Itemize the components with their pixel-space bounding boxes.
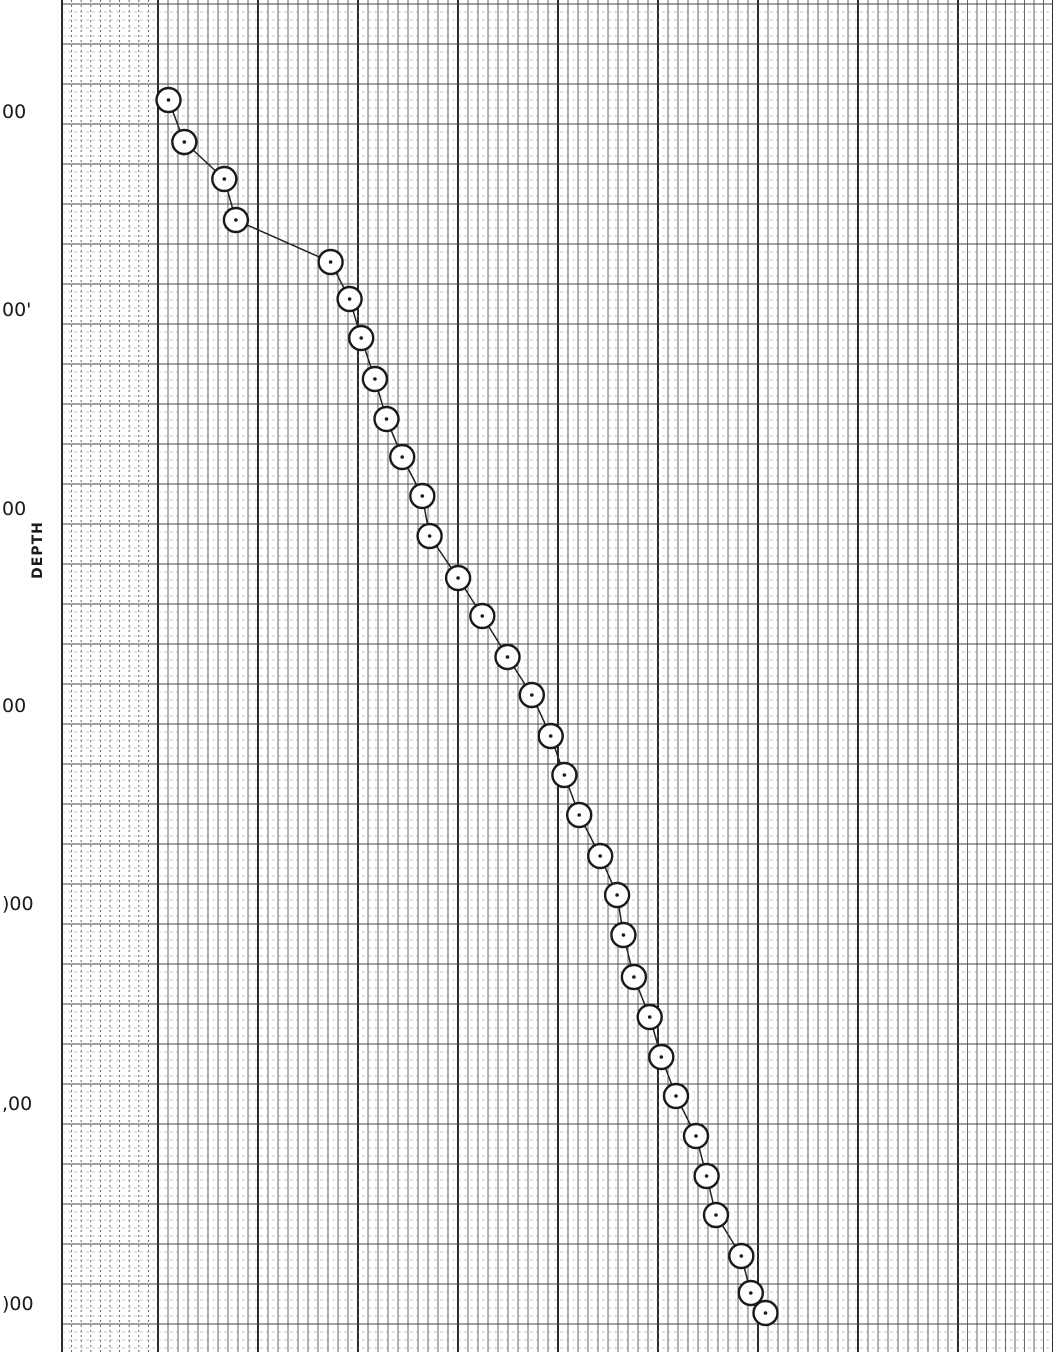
data-point bbox=[336, 285, 363, 313]
data-point-center bbox=[373, 377, 377, 381]
data-point bbox=[603, 881, 631, 909]
data-point-center bbox=[621, 933, 626, 937]
data-point-center bbox=[222, 177, 227, 181]
data-point-center bbox=[763, 1311, 768, 1315]
data-point-center bbox=[704, 1174, 709, 1178]
data-point bbox=[551, 761, 578, 789]
y-tick-label: 00 bbox=[2, 498, 26, 520]
y-tick-label: 00 bbox=[2, 101, 26, 123]
data-point-center bbox=[427, 534, 432, 538]
y-tick-label: 00 bbox=[2, 695, 26, 717]
data-point bbox=[348, 324, 375, 352]
data-point-center bbox=[166, 98, 171, 102]
data-point-center bbox=[530, 693, 534, 697]
data-point-center bbox=[674, 1094, 678, 1098]
data-point bbox=[373, 405, 400, 433]
data-point bbox=[416, 522, 443, 550]
data-point-center bbox=[384, 417, 389, 421]
data-point bbox=[155, 86, 182, 114]
data-point-center bbox=[749, 1291, 753, 1295]
data-point bbox=[469, 602, 496, 630]
data-point bbox=[317, 248, 344, 276]
data-point-center bbox=[739, 1254, 744, 1258]
data-point bbox=[361, 365, 389, 393]
data-point-center bbox=[234, 218, 238, 222]
data-point-center bbox=[359, 336, 364, 340]
data-point-center bbox=[598, 854, 602, 858]
data-points bbox=[155, 86, 779, 1327]
data-point bbox=[587, 842, 614, 870]
data-point bbox=[620, 963, 648, 991]
data-point-center bbox=[420, 494, 425, 498]
data-point bbox=[662, 1082, 690, 1110]
data-point-center bbox=[562, 773, 567, 777]
data-point bbox=[494, 643, 521, 671]
data-point bbox=[682, 1122, 710, 1150]
data-point bbox=[444, 564, 472, 592]
y-axis-label: DEPTH bbox=[30, 521, 46, 579]
data-point bbox=[610, 921, 637, 949]
data-point bbox=[409, 482, 436, 510]
data-point-center bbox=[632, 975, 636, 979]
data-point-center bbox=[577, 813, 581, 817]
y-tick-labels: 00 00' 00 00 )00 ,00 )00 bbox=[2, 101, 34, 1315]
data-point-center bbox=[480, 614, 485, 618]
data-point-center bbox=[400, 455, 405, 459]
data-point bbox=[728, 1242, 755, 1270]
y-tick-label: )00 bbox=[2, 1293, 34, 1315]
data-point bbox=[518, 681, 545, 709]
y-tick-label: )00 bbox=[2, 893, 34, 915]
data-point bbox=[222, 206, 250, 234]
data-point bbox=[566, 801, 593, 829]
data-point-center bbox=[182, 140, 187, 144]
data-point-center bbox=[505, 655, 510, 659]
data-point bbox=[389, 443, 416, 471]
data-point-center bbox=[615, 893, 619, 897]
y-tick-label: ,00 bbox=[2, 1093, 32, 1115]
y-tick-label: 00' bbox=[2, 299, 31, 321]
data-point-center bbox=[328, 260, 333, 264]
data-point-center bbox=[647, 1015, 652, 1019]
data-point-center bbox=[347, 297, 352, 301]
data-point bbox=[636, 1003, 663, 1031]
data-point bbox=[171, 128, 198, 156]
data-point-center bbox=[548, 734, 553, 738]
data-point bbox=[737, 1279, 764, 1307]
data-point bbox=[693, 1162, 720, 1190]
data-point-center bbox=[659, 1055, 664, 1059]
data-point bbox=[752, 1299, 779, 1327]
data-point bbox=[537, 722, 564, 750]
graph-paper-grid bbox=[61, 0, 1053, 1352]
data-point bbox=[702, 1201, 730, 1229]
data-point-center bbox=[694, 1134, 698, 1138]
data-point bbox=[211, 165, 238, 193]
data-point-center bbox=[714, 1213, 718, 1217]
data-point-center bbox=[456, 576, 460, 580]
data-point bbox=[648, 1043, 675, 1071]
